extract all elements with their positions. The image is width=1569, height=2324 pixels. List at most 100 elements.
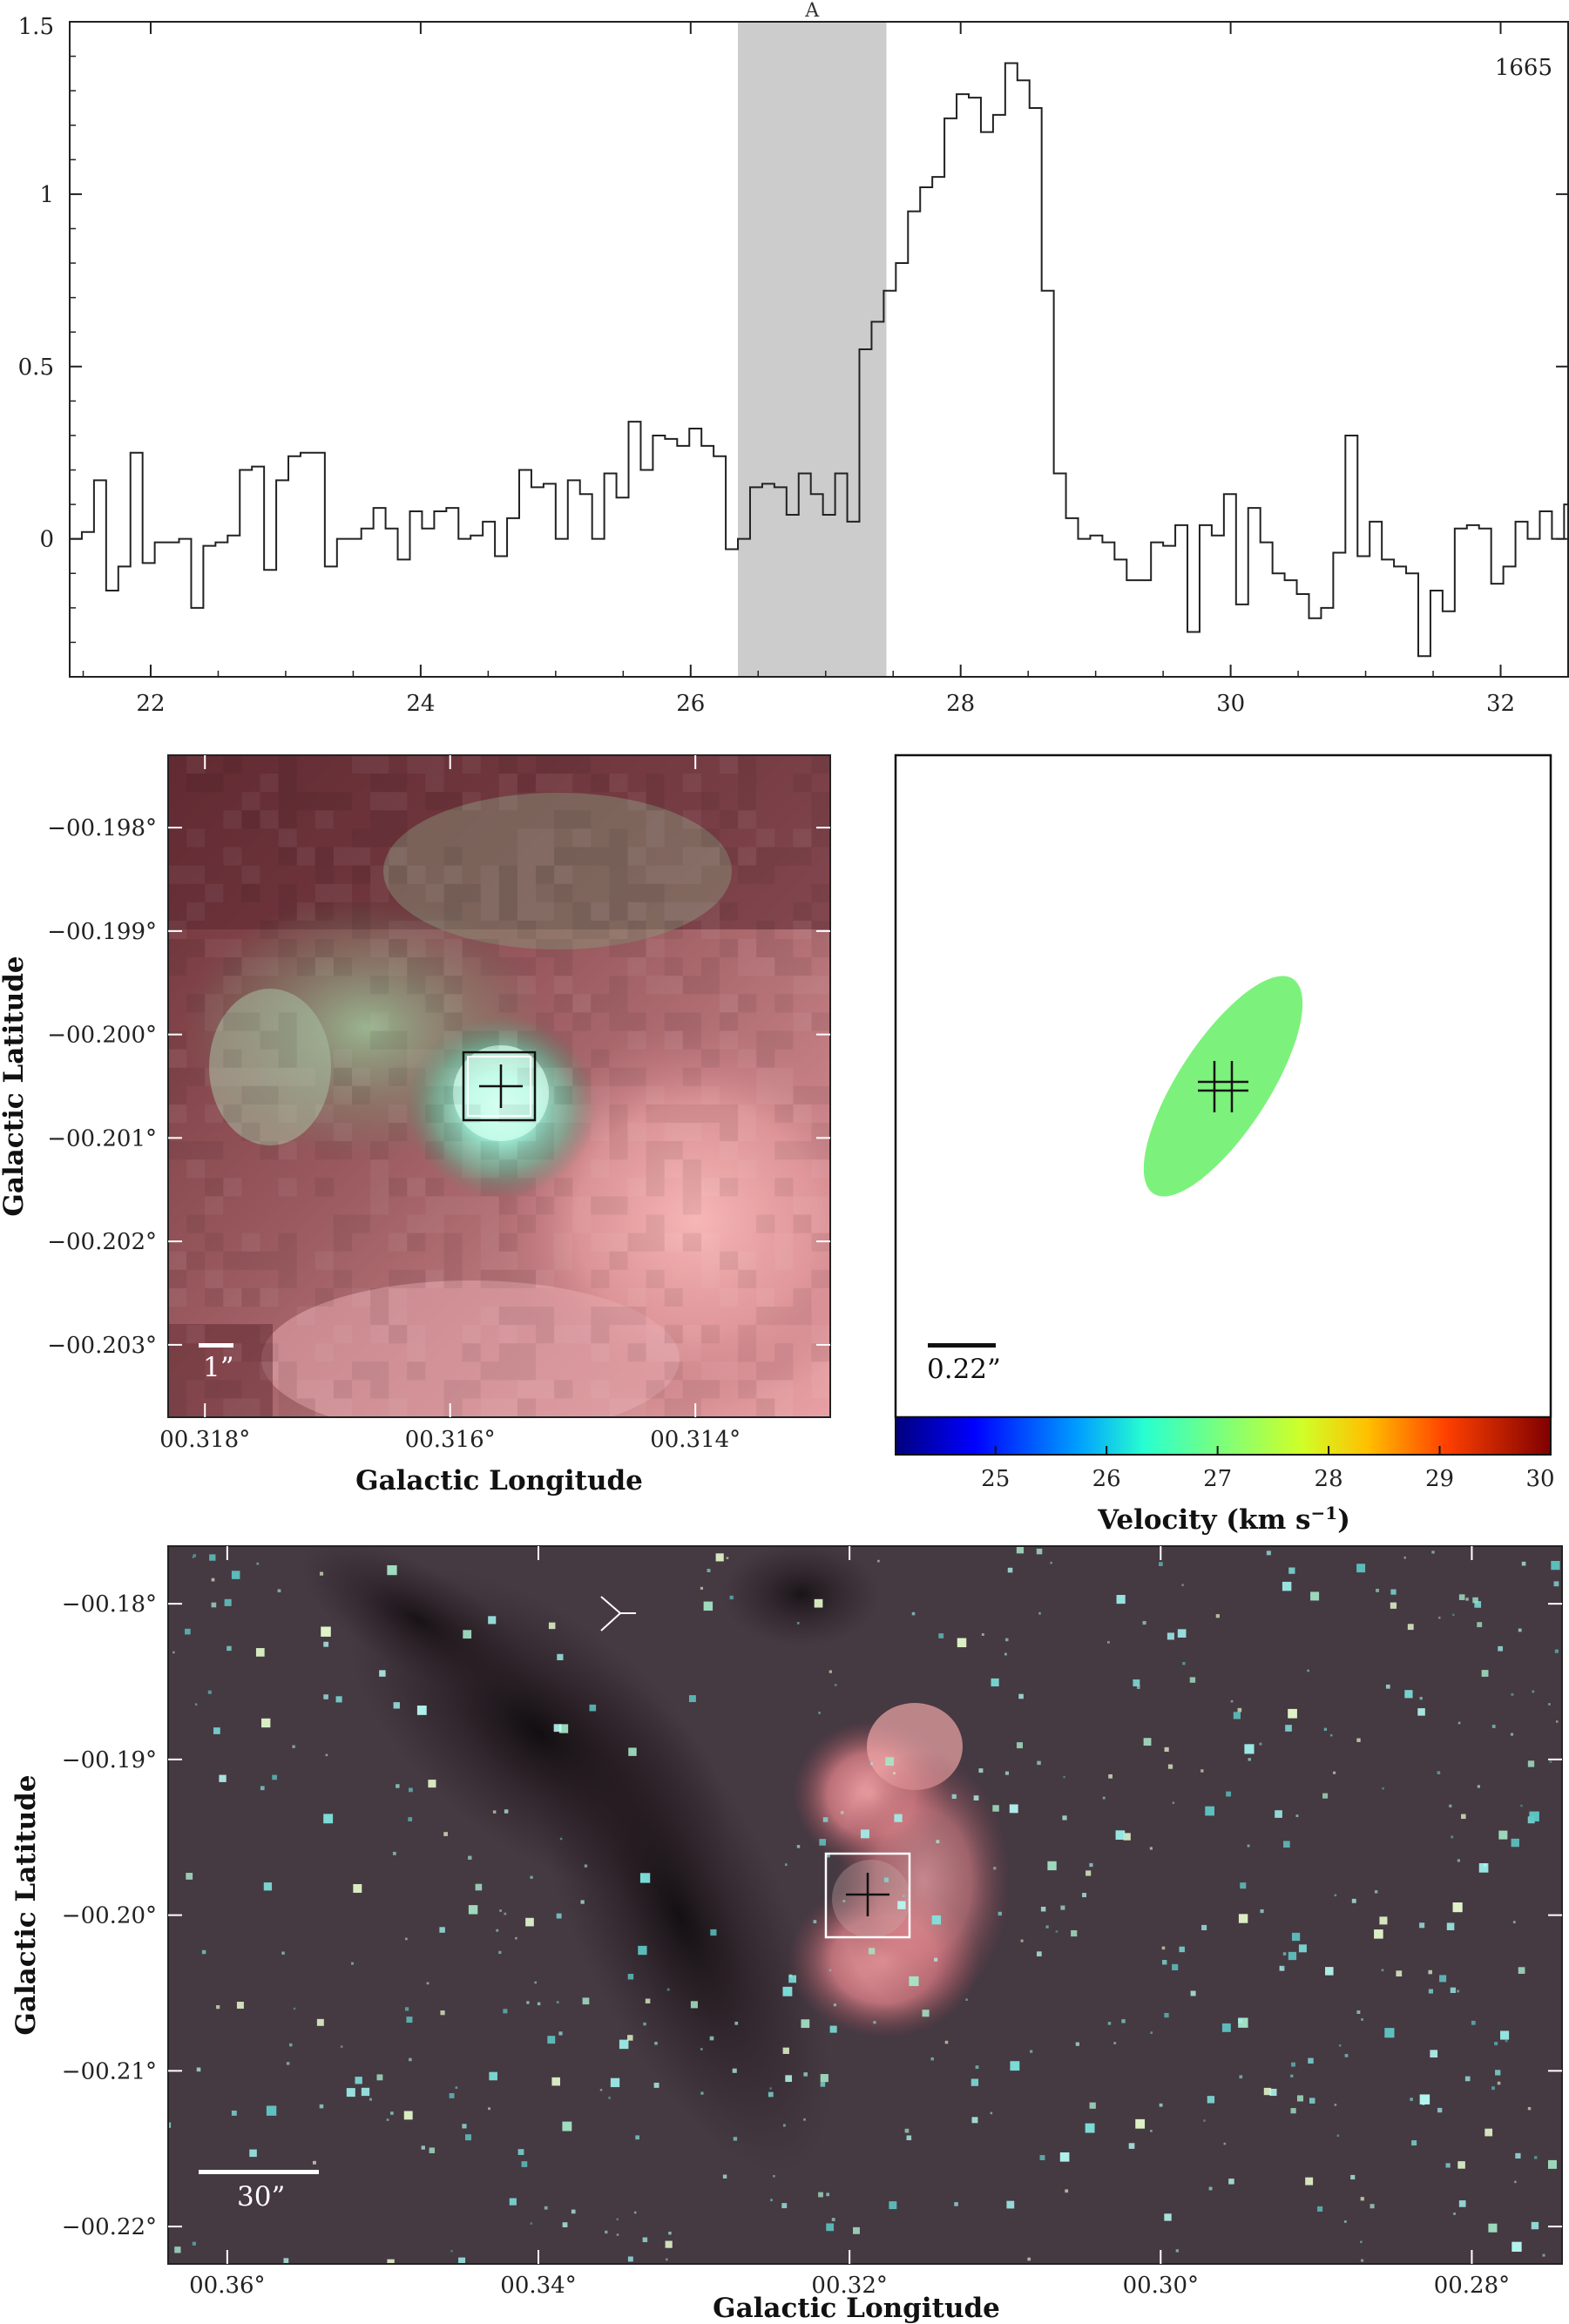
image-pixel — [536, 847, 555, 866]
image-pixel — [296, 957, 315, 976]
image-pixel — [205, 1067, 224, 1086]
zoom-x-axis-title: Galactic Longitude — [355, 1465, 643, 1496]
wide-x-tick-label: 00.30° — [1123, 2273, 1199, 2299]
image-pixel — [738, 865, 757, 884]
star — [1050, 1561, 1052, 1564]
zoom-y-tick-label: −00.203° — [47, 1333, 157, 1359]
image-pixel — [333, 957, 352, 976]
image-pixel — [223, 976, 242, 995]
image-pixel — [333, 1233, 352, 1252]
star — [860, 1829, 869, 1839]
image-pixel — [498, 755, 517, 774]
image-pixel — [333, 1085, 352, 1105]
star — [1481, 1670, 1489, 1677]
maser-scale-label: 0.22” — [927, 1354, 1001, 1385]
image-pixel — [554, 883, 573, 902]
star — [690, 2001, 698, 2009]
star — [379, 1670, 386, 1677]
image-pixel — [700, 957, 720, 976]
star — [833, 2003, 837, 2007]
image-pixel — [517, 1030, 536, 1050]
star — [909, 1976, 919, 1987]
image-pixel — [205, 1178, 224, 1197]
image-pixel — [774, 957, 794, 976]
wide-source-cross — [846, 1873, 889, 1916]
image-pixel — [370, 1325, 389, 1344]
image-pixel — [700, 1104, 720, 1123]
image-pixel — [811, 792, 830, 811]
star — [1164, 2012, 1169, 2018]
star — [559, 1837, 563, 1841]
star — [954, 2202, 958, 2206]
image-pixel — [517, 828, 536, 848]
star — [393, 1702, 400, 1709]
star — [1288, 1567, 1295, 1574]
star — [544, 2206, 548, 2210]
image-pixel — [517, 1269, 536, 1288]
star — [216, 2004, 220, 2010]
star — [1495, 2070, 1501, 2076]
image-pixel — [811, 1380, 830, 1399]
image-pixel — [517, 976, 536, 995]
image-pixel — [664, 1287, 683, 1307]
image-pixel — [425, 994, 444, 1013]
image-pixel — [168, 1030, 187, 1050]
star — [1260, 1909, 1264, 1914]
image-pixel — [591, 1085, 610, 1105]
colorbar-tick-label: 27 — [1203, 1466, 1232, 1492]
image-pixel — [462, 1343, 481, 1362]
image-pixel — [260, 957, 279, 976]
image-pixel — [443, 939, 463, 958]
image-pixel — [756, 1307, 775, 1326]
image-pixel — [370, 1196, 389, 1215]
image-pixel — [352, 1067, 371, 1086]
image-pixel — [646, 1141, 665, 1160]
star — [462, 2124, 467, 2129]
image-pixel — [646, 1178, 665, 1197]
image-pixel — [627, 1398, 646, 1417]
star — [443, 1832, 448, 1836]
image-pixel — [774, 994, 794, 1013]
star — [1428, 1969, 1432, 1975]
image-pixel — [774, 1380, 794, 1399]
star — [1521, 1561, 1526, 1566]
star — [249, 2149, 257, 2158]
star — [1417, 1708, 1425, 1716]
image-pixel — [591, 1269, 610, 1288]
star — [1009, 1804, 1018, 1814]
image-pixel — [756, 828, 775, 848]
image-pixel — [536, 1049, 555, 1068]
star — [193, 1554, 196, 1557]
star — [840, 1811, 844, 1814]
image-pixel — [389, 1067, 408, 1086]
star — [1244, 1744, 1255, 1754]
image-pixel — [720, 810, 739, 829]
star — [458, 2257, 466, 2264]
velocity-colorbar — [895, 1416, 1552, 1456]
star — [340, 2045, 343, 2048]
image-pixel — [627, 883, 646, 902]
image-pixel — [186, 1214, 206, 1233]
image-pixel — [241, 883, 260, 902]
zoom-x-tick-label: 00.316° — [405, 1427, 496, 1453]
image-pixel — [260, 1361, 279, 1381]
image-pixel — [646, 1085, 665, 1105]
star — [1532, 1690, 1535, 1693]
star — [1461, 1814, 1466, 1820]
image-pixel — [664, 1030, 683, 1050]
image-pixel — [554, 847, 573, 866]
star — [828, 1969, 832, 1972]
image-pixel — [664, 1343, 683, 1362]
star — [1527, 2106, 1532, 2111]
image-pixel — [223, 1325, 242, 1344]
image-pixel — [811, 939, 830, 958]
star — [1430, 2050, 1438, 2058]
image-pixel — [370, 1307, 389, 1326]
image-pixel — [536, 1012, 555, 1031]
wide-x-tick-label: 00.36° — [189, 2273, 265, 2299]
image-pixel — [720, 1178, 739, 1197]
star — [1498, 1830, 1508, 1840]
colorbar-tick-label: 26 — [1092, 1466, 1121, 1492]
image-pixel — [260, 1343, 279, 1362]
image-pixel — [793, 920, 812, 939]
